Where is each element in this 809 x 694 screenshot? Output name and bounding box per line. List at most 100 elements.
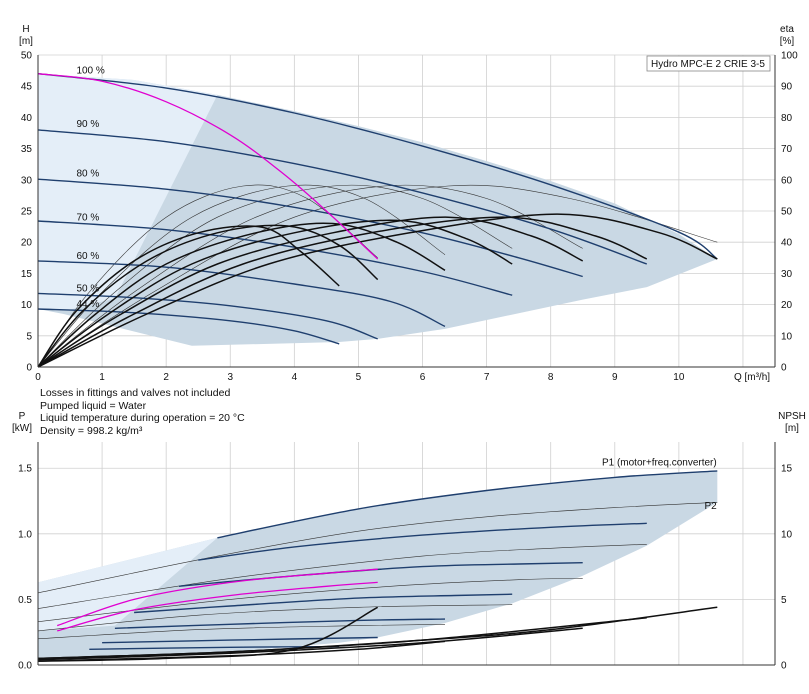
y-tick-label-right: 50 [781,207,793,218]
series-line [37,178,583,278]
note-line: Losses in fittings and valves not includ… [40,387,231,399]
speed-label: 100 % [76,66,104,77]
y-axis-unit-right: [m] [785,423,799,434]
y-tick-label-left: 50 [21,51,33,62]
y-tick-label-right: 0 [781,661,787,672]
y-tick-label-left: 20 [21,238,33,249]
series-line [37,73,718,260]
x-tick-label: 2 [163,372,169,383]
series-line [37,502,718,594]
x-tick-label: 9 [612,372,618,383]
y-tick-label-left: 30 [21,175,33,186]
x-tick-label: 3 [227,372,233,383]
y-tick-label-left: 1.0 [18,529,32,540]
y-tick-label-left: 0.0 [18,661,32,672]
x-tick-label: 7 [484,372,490,383]
speed-label: 50 % [76,283,99,294]
series-line [37,224,379,368]
series-line [37,216,648,368]
series-line [102,636,378,644]
speed-label: 60 % [76,251,99,262]
series-line [37,219,513,368]
series-line [37,624,446,640]
series-line [37,640,446,662]
series-line [37,544,647,609]
series-line [134,593,513,614]
note-line: Pumped liquid = Water [40,399,147,412]
y-tick-label-right: 5 [781,595,787,606]
chart-title: Hydro MPC-E 2 CRIE 3-5 [651,59,765,70]
series-line [37,129,648,265]
series-line [37,606,718,660]
y-tick-label-left: 5 [26,331,32,342]
y-tick-label-right: 60 [781,175,793,186]
y-axis-title-right: eta [780,24,794,35]
y-tick-label-right: 15 [781,464,793,475]
note-line: Density = 998.2 kg/m³ [40,424,143,437]
series-line [198,522,647,561]
series-line [37,627,583,661]
y-tick-label-left: 35 [21,144,33,155]
y-axis-title-right: NPSH [778,411,806,422]
note-line: Liquid temperature during operation = 20… [40,412,245,424]
speed-label: 80 % [76,169,99,180]
y-tick-label-right: 30 [781,269,793,280]
y-tick-label-right: 10 [781,331,793,342]
y-tick-label-left: 15 [21,269,33,280]
series-line [57,581,378,632]
speed-label: 90 % [76,119,99,130]
series-line [37,184,378,368]
series-line [37,216,584,368]
y-tick-label-right: 80 [781,113,793,124]
y-tick-label-right: 100 [781,51,798,62]
series-line [56,568,378,627]
series-line [114,618,446,629]
series-line [37,184,718,368]
y-tick-label-right: 40 [781,238,793,249]
y-tick-label-left: 40 [21,113,33,124]
y-tick-label-right: 70 [781,144,793,155]
x-tick-label: 5 [356,372,362,383]
y-tick-label-right: 10 [781,529,793,540]
x-tick-label: 10 [673,372,685,383]
chart-title-box [646,55,771,72]
y-axis-unit-right: [%] [780,36,795,47]
y-tick-label-left: 10 [21,300,33,311]
y-axis-unit-left: [m] [19,36,33,47]
y-tick-label-left: 0 [26,363,32,374]
x-tick-label: 8 [548,372,554,383]
speed-label: 70 % [76,212,99,223]
operating-envelope-light [38,73,218,310]
notes-block: Losses in fittings and valves not includ… [40,387,245,437]
y-axis-unit-left: [kW] [12,423,32,434]
y-axis-title-left: P [19,411,26,422]
y-tick-label-left: 45 [21,82,33,93]
series-line [37,73,379,260]
x-tick-label: 6 [420,372,426,383]
series-line [37,604,513,632]
series-line [37,213,718,368]
x-tick-label: 4 [292,372,298,383]
y-tick-label-left: 25 [21,207,33,218]
x-tick-label: 1 [99,372,105,383]
x-tick-label: 0 [35,372,41,383]
operating-envelope [38,470,718,660]
series-line [37,260,446,328]
y-axis-title-left: H [22,24,29,35]
y-tick-label-right: 20 [781,300,793,311]
series-line [37,578,583,622]
curve-annotation: P2 [705,501,718,512]
speed-label: 44 % [76,299,99,310]
series-line [37,184,583,368]
curve-annotation: P1 (motor+freq.converter) [602,458,717,469]
x-axis-title: Q [m³/h] [734,372,770,383]
y-tick-label-right: 90 [781,82,793,93]
y-tick-label-left: 0.5 [18,595,32,606]
series-line [37,225,340,368]
series-line [37,220,513,296]
y-tick-label-right: 0 [781,363,787,374]
y-tick-label-left: 1.5 [18,464,32,475]
series-line [37,222,446,368]
series-line [217,470,718,539]
